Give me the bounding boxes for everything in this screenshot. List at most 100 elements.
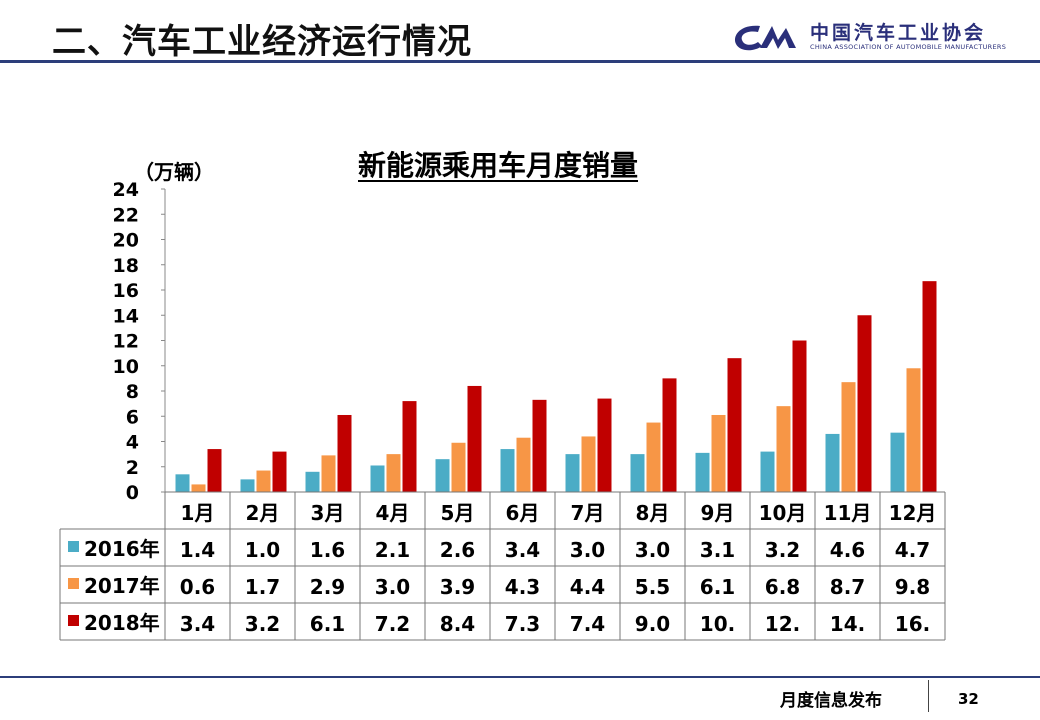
x-category-label: 11月 (824, 501, 872, 525)
legend-series-name: 2018年 (84, 611, 160, 635)
y-tick-label: 22 (113, 204, 139, 226)
x-category-label: 1月 (181, 501, 215, 525)
y-tick-label: 18 (113, 255, 139, 277)
y-tick-label: 6 (126, 406, 139, 428)
bar (727, 358, 742, 492)
page-title: 二、汽车工业经济运行情况 (52, 22, 472, 62)
chart-title: 新能源乘用车月度销量 (358, 149, 639, 182)
y-tick-label: 2 (126, 457, 139, 479)
table-cell-value: 3.9 (440, 575, 475, 599)
bar (370, 465, 385, 492)
bar (240, 479, 255, 492)
legend-series-name: 2017年 (84, 574, 160, 598)
table-cell-value: 2.1 (375, 538, 410, 562)
x-category-label: 3月 (311, 501, 345, 525)
x-category-label: 7月 (571, 501, 605, 525)
y-tick-label: 12 (113, 331, 139, 353)
y-tick-label: 14 (113, 305, 139, 327)
table-cell-value: 3.2 (765, 538, 800, 562)
table-cell-value: 2.9 (310, 575, 345, 599)
table-cell-value: 6.1 (700, 575, 735, 599)
footer-divider (0, 676, 1040, 678)
legend-key (68, 541, 79, 552)
bar (695, 452, 710, 492)
bar (922, 281, 937, 492)
cam-logo-icon (735, 25, 796, 51)
table-cell-value: 7.2 (375, 612, 410, 636)
x-category-label: 4月 (376, 501, 410, 525)
bar (646, 422, 661, 492)
bar (662, 378, 677, 492)
table-cell-value: 9.8 (895, 575, 930, 599)
bar (272, 451, 287, 492)
legend-key (68, 615, 79, 626)
bar (532, 399, 547, 492)
bar (516, 437, 531, 492)
bar (467, 385, 482, 492)
bar (776, 406, 791, 492)
table-cell-value: 8.4 (440, 612, 475, 636)
y-axis-unit-label: （万辆） (134, 160, 214, 184)
table-cell-value: 14. (830, 612, 865, 636)
table-cell-value: 3.0 (375, 575, 410, 599)
table-cell-value: 10. (700, 612, 735, 636)
bar (890, 432, 905, 492)
table-cell-value: 2.6 (440, 538, 475, 562)
x-category-label: 9月 (701, 501, 735, 525)
bar (500, 449, 515, 492)
table-cell-value: 4.3 (505, 575, 540, 599)
table-cell-value: 4.6 (830, 538, 865, 562)
table-cell-value: 3.0 (570, 538, 605, 562)
table-cell-value: 3.1 (700, 538, 735, 562)
bar (857, 315, 872, 492)
bar (565, 454, 580, 492)
table-cell-value: 7.3 (505, 612, 540, 636)
bar (207, 449, 222, 492)
table-cell-value: 5.5 (635, 575, 670, 599)
bar (825, 433, 840, 492)
table-cell-value: 3.0 (635, 538, 670, 562)
bar (435, 459, 450, 492)
bar (451, 442, 466, 492)
logo: 中国汽车工业协会 CHINA ASSOCIATION OF AUTOMOBILE… (730, 18, 1030, 58)
y-tick-label: 16 (113, 280, 139, 302)
table-cell-value: 1.4 (180, 538, 215, 562)
bar (906, 368, 921, 492)
bar (191, 484, 206, 492)
bar (321, 455, 336, 492)
table-cell-value: 0.6 (180, 575, 215, 599)
footer-vertical-divider (928, 680, 929, 712)
footer-label: 月度信息发布 (780, 691, 882, 711)
table-cell-value: 6.1 (310, 612, 345, 636)
bar (305, 471, 320, 492)
table-cell-value: 7.4 (570, 612, 605, 636)
x-category-label: 5月 (441, 501, 475, 525)
bar (597, 398, 612, 492)
table-cell-value: 3.2 (245, 612, 280, 636)
y-tick-label: 4 (126, 432, 139, 454)
bar (581, 436, 596, 492)
bar (841, 382, 856, 492)
header-divider (0, 60, 1040, 63)
table-cell-value: 1.7 (245, 575, 280, 599)
bar (337, 414, 352, 492)
bar (760, 451, 775, 492)
bar (175, 474, 190, 492)
bar (386, 454, 401, 492)
logo-subtitle: CHINA ASSOCIATION OF AUTOMOBILE MANUFACT… (810, 43, 1007, 51)
x-category-label: 2月 (246, 501, 280, 525)
table-cell-value: 3.4 (505, 538, 540, 562)
table-cell-value: 6.8 (765, 575, 800, 599)
x-category-label: 10月 (759, 501, 807, 525)
y-tick-label: 24 (113, 179, 139, 201)
bar (711, 414, 726, 492)
table-cell-value: 4.7 (895, 538, 930, 562)
y-tick-label: 20 (113, 230, 139, 252)
table-cell-value: 16. (895, 612, 930, 636)
table-cell-value: 4.4 (570, 575, 605, 599)
legend-key (68, 578, 79, 589)
table-cell-value: 9.0 (635, 612, 670, 636)
y-tick-label: 8 (126, 381, 139, 403)
bar (792, 340, 807, 492)
